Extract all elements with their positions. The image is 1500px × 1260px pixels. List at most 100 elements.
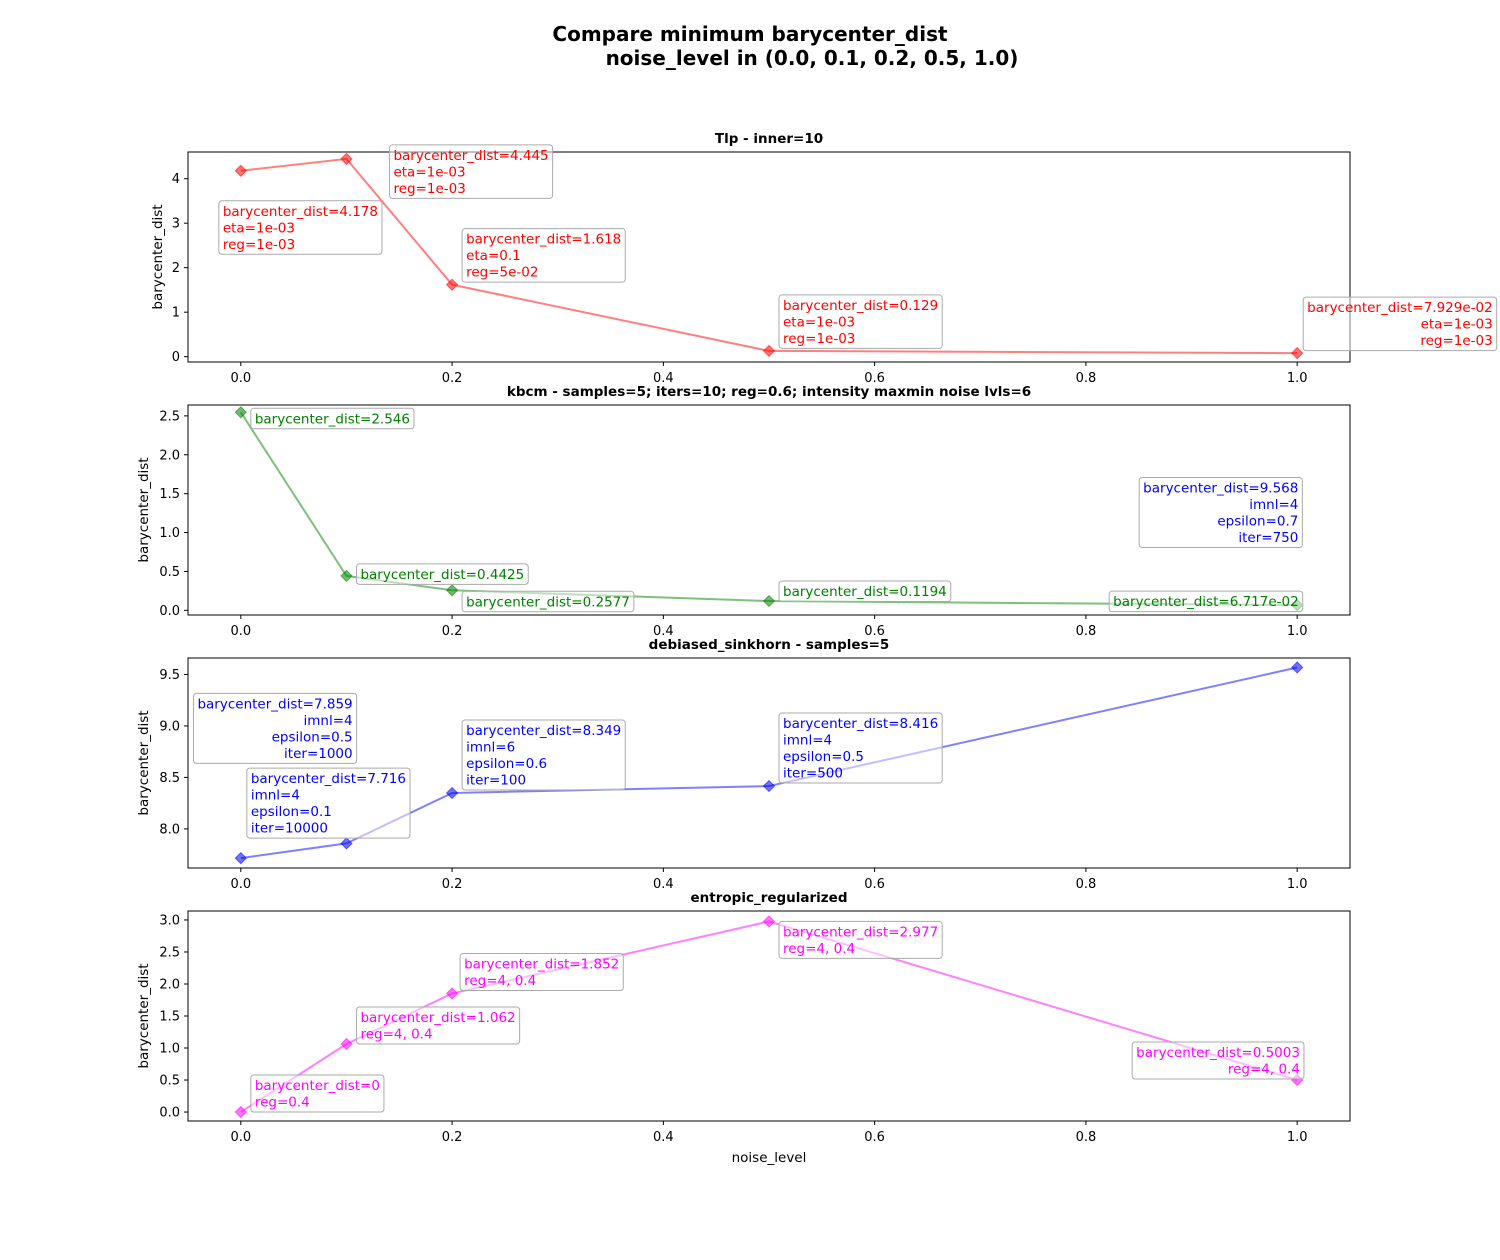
data-label-text: eta=1e-03	[783, 314, 855, 330]
data-label-box	[250, 1074, 385, 1113]
data-label-text: barycenter_dist=0.129	[783, 298, 938, 314]
data-label-box	[778, 712, 943, 784]
x-tick-label: 0.4	[653, 624, 674, 639]
data-point	[340, 569, 353, 583]
data-label-text: barycenter_dist=0	[255, 1078, 380, 1094]
data-label-text: iter=100	[466, 772, 526, 788]
y-tick-label: 4	[172, 172, 180, 187]
data-label-text: barycenter_dist=8.349	[466, 723, 621, 739]
data-label-box	[778, 294, 943, 349]
data-label-text: barycenter_dist=2.546	[255, 411, 410, 427]
data-label-text: epsilon=0.7	[1217, 513, 1298, 529]
x-tick-label: 0.4	[653, 1130, 674, 1145]
data-label-text: barycenter_dist=9.568	[1143, 480, 1298, 496]
y-tick-label: 0.0	[159, 1106, 180, 1121]
data-label-box	[388, 144, 554, 199]
data-label: barycenter_dist=7.716imnl=4epsilon=0.1it…	[246, 767, 411, 839]
x-tick-label: 0.6	[864, 371, 885, 386]
data-label-text: reg=1e-03	[393, 181, 465, 197]
x-tick-label: 0.0	[230, 1130, 251, 1145]
y-axis-label: barycenter_dist	[136, 457, 152, 562]
data-label: barycenter_dist=7.859imnl=4epsilon=0.5it…	[192, 692, 358, 764]
data-label-text: iter=10000	[251, 821, 328, 837]
data-point	[445, 584, 459, 597]
subplot-3: debiased_sinkhorn - samples=5 0.0 0.2 0.4 0.…	[136, 476, 1351, 892]
x-tick-label: 0.2	[442, 624, 463, 639]
x-tick-label: 0.0	[230, 877, 251, 892]
data-label-text: barycenter_dist=1.062	[360, 1010, 515, 1026]
data-label-box	[246, 767, 411, 839]
data-label-text: eta=1e-03	[393, 164, 465, 180]
data-label-text: epsilon=0.5	[783, 749, 864, 765]
subplot-title: entropic_regularized	[691, 890, 848, 906]
y-tick-label: 8.5	[159, 771, 180, 786]
y-tick-label: 1	[172, 306, 180, 321]
data-label-text: barycenter_dist=4.178	[223, 204, 378, 220]
data-label-text: reg=1e-03	[1420, 333, 1492, 349]
data-label-text: imnl=4	[1249, 497, 1298, 513]
y-tick-label: 2.0	[159, 448, 180, 463]
data-label-text: imnl=6	[466, 739, 515, 755]
x-tick-label: 0.6	[864, 1130, 885, 1145]
data-point	[445, 786, 459, 800]
data-label-text: barycenter_dist=4.445	[393, 148, 548, 164]
data-label-text: reg=4, 0.4	[464, 973, 536, 989]
subplot-title: debiased_sinkhorn - samples=5	[649, 637, 890, 653]
data-point	[234, 1105, 248, 1119]
data-label-text: barycenter_dist=7.859	[197, 696, 352, 712]
data-label-text: reg=0.4	[255, 1095, 310, 1111]
y-tick-label: 0	[172, 350, 180, 365]
x-tick-label: 0.2	[442, 1130, 463, 1145]
data-point	[762, 779, 776, 793]
subplot-1: Tlp - inner=10 0.0 0.2 0.4 0.6 0.8 1.0 0 1 2 3 4 bar…	[150, 131, 1498, 386]
data-label-box	[1138, 476, 1303, 548]
x-tick-label: 0.0	[230, 371, 251, 386]
subplot-title: kbcm - samples=5; iters=10; reg=0.6; int…	[507, 384, 1031, 400]
data-point	[445, 987, 459, 1000]
y-tick-label: 3.0	[159, 913, 180, 928]
data-label-box	[778, 580, 952, 603]
data-point	[1290, 346, 1304, 360]
data-label-text: reg=4, 0.4	[360, 1027, 432, 1043]
data-label-text: epsilon=0.1	[251, 804, 332, 820]
data-label-box	[355, 1006, 521, 1045]
data-point	[340, 837, 353, 850]
data-label-text: barycenter_dist=1.852	[464, 956, 619, 972]
x-tick-label: 0.6	[864, 877, 885, 892]
data-point	[234, 164, 248, 177]
y-tick-label: 8.0	[159, 822, 180, 837]
data-label-box	[1108, 590, 1304, 613]
data-label: barycenter_dist=0.2577	[461, 590, 635, 613]
x-tick-label: 0.8	[1076, 371, 1097, 386]
data-label-box	[250, 407, 415, 430]
data-label-text: barycenter_dist=7.716	[251, 771, 406, 787]
x-axis-label: noise_level	[732, 1150, 807, 1166]
data-point	[340, 152, 353, 166]
data-label-text: iter=750	[1238, 530, 1298, 546]
data-label-text: reg=5e-02	[466, 265, 538, 281]
y-tick-label: 1.5	[159, 1010, 180, 1025]
data-label-text: barycenter_dist=6.717e-02	[1113, 594, 1299, 610]
data-label-text: barycenter_dist=8.416	[783, 716, 938, 732]
x-tick-label: 1.0	[1287, 624, 1308, 639]
data-label-box	[461, 719, 626, 791]
y-tick-label: 2.5	[159, 409, 180, 424]
x-tick-label: 0.8	[1076, 877, 1097, 892]
data-label-box	[461, 228, 626, 283]
figure-title-line2: noise_level in (0.0, 0.1, 0.2, 0.5, 1.0)	[606, 46, 1019, 70]
y-tick-label: 2	[172, 261, 180, 276]
data-label-text: eta=1e-03	[1421, 317, 1493, 333]
data-label-text: iter=500	[783, 766, 843, 782]
data-label-box	[355, 563, 529, 585]
x-tick-label: 1.0	[1287, 371, 1308, 386]
y-tick-label: 2.0	[159, 977, 180, 992]
y-tick-label: 0.5	[159, 565, 180, 580]
data-label-text: reg=4, 0.4	[1228, 1062, 1300, 1078]
data-label-text: reg=1e-03	[783, 331, 855, 347]
x-tick-label: 0.4	[653, 371, 674, 386]
y-tick-label: 9.5	[159, 668, 180, 683]
